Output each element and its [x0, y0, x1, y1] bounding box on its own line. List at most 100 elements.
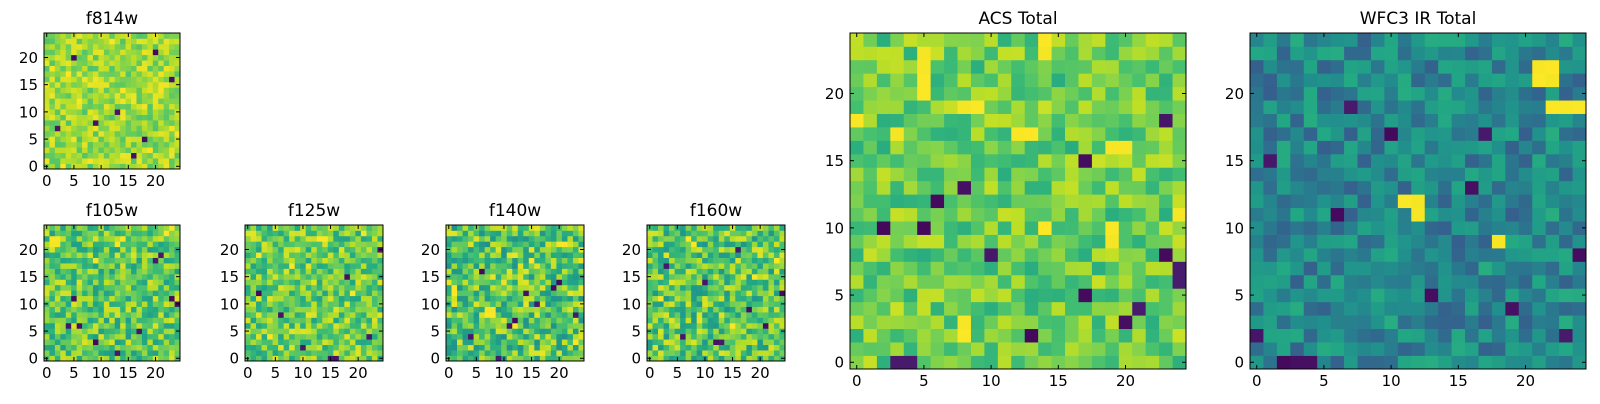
heatmap-cell	[903, 59, 918, 74]
heatmap-cell	[136, 81, 143, 88]
heatmap-cell	[158, 312, 165, 318]
heatmap-cell	[82, 109, 88, 115]
heatmap-cell	[1438, 315, 1452, 330]
heatmap-cell	[1011, 234, 1026, 249]
heatmap-cell	[54, 103, 61, 110]
heatmap-cell	[713, 230, 720, 237]
heatmap-cell	[457, 295, 463, 302]
heatmap-cell	[141, 317, 148, 324]
heatmap-cell	[768, 263, 775, 269]
y-tick-label: 5	[1234, 286, 1244, 304]
heatmap-cell	[561, 235, 568, 242]
heatmap-cell	[451, 355, 458, 362]
heatmap-cell	[691, 322, 698, 329]
heatmap-cell	[545, 246, 552, 253]
heatmap-cell	[534, 350, 541, 356]
heatmap-cell	[729, 252, 736, 258]
heatmap-cell	[114, 263, 121, 269]
heatmap-cell	[1572, 167, 1587, 182]
heatmap-cell	[125, 114, 132, 121]
heatmap-cell	[60, 273, 67, 280]
y-tick-label: 15	[1225, 152, 1244, 170]
heatmap-cell	[1263, 221, 1278, 235]
heatmap-cell	[1078, 355, 1093, 370]
heatmap-cell	[718, 252, 725, 258]
heatmap-cell	[174, 125, 181, 132]
heatmap-cell	[245, 317, 251, 324]
heatmap-cell	[333, 333, 340, 340]
heatmap-cell	[1263, 73, 1278, 88]
heatmap-cell	[451, 230, 458, 237]
heatmap-cell	[534, 257, 541, 264]
heatmap-cell	[523, 284, 530, 291]
heatmap-cell	[890, 140, 905, 155]
heatmap-cell	[49, 87, 56, 94]
heatmap-cell	[550, 312, 557, 318]
heatmap-cell	[1317, 140, 1331, 155]
heatmap-cell	[691, 355, 698, 362]
heatmap-cell	[506, 235, 513, 242]
heatmap-cell	[647, 263, 653, 269]
heatmap-cell	[903, 73, 918, 88]
heatmap-cell	[311, 333, 318, 340]
heatmap-cell	[1317, 194, 1331, 209]
heatmap-cell	[120, 284, 126, 291]
heatmap-cell	[534, 333, 541, 340]
heatmap-cell	[163, 49, 170, 56]
heatmap-cell	[1303, 127, 1318, 141]
heatmap-cell	[773, 290, 780, 297]
heatmap-cell	[294, 339, 301, 346]
heatmap-cell	[539, 273, 546, 280]
heatmap-cell	[1424, 328, 1439, 343]
heatmap-cell	[120, 339, 126, 346]
heatmap-cell	[669, 230, 675, 237]
heatmap-cell	[1532, 301, 1547, 316]
heatmap-cell	[120, 295, 126, 302]
heatmap-cell	[773, 328, 780, 335]
heatmap-cell	[141, 312, 148, 318]
heatmap-cell	[997, 234, 1012, 249]
heatmap-cell	[316, 235, 323, 242]
heatmap-cell	[539, 295, 546, 302]
heatmap-cell	[338, 344, 345, 351]
heatmap-cell	[103, 147, 110, 154]
heatmap-cell	[545, 333, 552, 340]
heatmap-cell	[1105, 127, 1120, 141]
heatmap-cell	[272, 230, 279, 237]
heatmap-cell	[556, 252, 563, 258]
heatmap-cell	[305, 328, 312, 335]
heatmap-cell	[49, 147, 56, 154]
heatmap-cell	[997, 113, 1012, 128]
heatmap-cell	[658, 306, 664, 313]
heatmap-cell	[272, 328, 279, 335]
heatmap-cell	[322, 344, 329, 351]
heatmap-cell	[98, 152, 105, 159]
heatmap-cell	[109, 246, 116, 253]
heatmap-cell	[903, 113, 918, 128]
heatmap-cell	[1105, 301, 1120, 316]
heatmap-cell	[1011, 207, 1026, 222]
heatmap-cell	[82, 141, 88, 148]
heatmap-cell	[1263, 328, 1278, 343]
heatmap-cell	[1518, 180, 1533, 195]
heatmap-cell	[76, 273, 83, 280]
heatmap-cell	[333, 350, 340, 356]
heatmap-cell	[578, 312, 585, 318]
heatmap-cell	[158, 43, 165, 50]
heatmap-cell	[261, 257, 268, 264]
heatmap-cell	[1145, 207, 1160, 222]
heatmap-cell	[462, 230, 469, 237]
heatmap-cell	[355, 344, 362, 351]
heatmap-cell	[305, 230, 312, 237]
heatmap-cell	[572, 279, 579, 286]
heatmap-cell	[1330, 234, 1345, 249]
heatmap-cell	[82, 241, 88, 248]
heatmap-cell	[98, 333, 105, 340]
heatmap-cell	[1091, 73, 1106, 88]
heatmap-cell	[169, 284, 175, 291]
heatmap-cell	[294, 290, 301, 297]
heatmap-cell	[1105, 248, 1120, 262]
heatmap-cell	[652, 241, 659, 248]
heatmap-cell	[60, 87, 67, 94]
